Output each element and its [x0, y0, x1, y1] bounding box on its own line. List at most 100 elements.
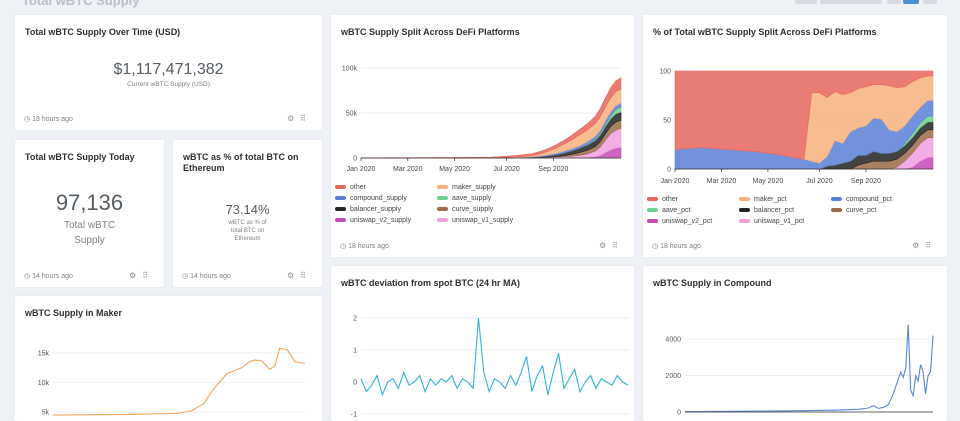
- legend-label: maker_pct: [754, 196, 787, 203]
- legend-item[interactable]: maker_pct: [739, 196, 787, 203]
- toolbar-button[interactable]: [923, 0, 937, 4]
- card-actions: ⚙⠿: [129, 271, 154, 280]
- legend-item[interactable]: uniswap_v2_pct: [647, 218, 712, 225]
- x-tick-label: Mar 2020: [393, 166, 423, 173]
- legend-label: compound_pct: [846, 196, 892, 203]
- legend-item[interactable]: uniswap_v2_supply: [335, 217, 411, 224]
- updated-timestamp: ◷ 18 hours ago: [24, 116, 73, 123]
- legend-item[interactable]: uniswap_v1_pct: [739, 218, 804, 225]
- legend-item[interactable]: compound_pct: [831, 196, 892, 203]
- card-title: wBTC Supply in Maker: [25, 308, 123, 318]
- y-tick-label: 2000: [665, 373, 681, 380]
- counter-label: Total wBTC: [63, 220, 116, 231]
- y-tick-label: 0: [667, 167, 671, 174]
- legend-label: uniswap_v2_supply: [350, 217, 412, 224]
- legend-label: other: [350, 184, 366, 191]
- legend-item[interactable]: other: [647, 196, 678, 203]
- chart-legend: other maker_supply compound_supply aave_sup…: [331, 184, 634, 229]
- legend-label: balancer_supply: [350, 206, 401, 213]
- y-tick-label: 100: [659, 69, 671, 76]
- compound-line-chart: 0 2000 4000: [665, 324, 934, 417]
- legend-swatch: [335, 207, 346, 212]
- y-tick-label: 1: [353, 348, 357, 355]
- y-tick-label: 0: [353, 156, 357, 163]
- updated-timestamp: ◷ 18 hours ago: [652, 243, 701, 250]
- x-tick-label: Jul 2020: [493, 166, 520, 173]
- y-tick-label: 100k: [342, 66, 358, 73]
- expand-icon[interactable]: ⠿: [925, 241, 937, 250]
- expand-icon[interactable]: ⠿: [300, 271, 312, 280]
- legend-item[interactable]: other: [335, 184, 366, 191]
- toolbar-button[interactable]: [820, 0, 882, 4]
- legend-swatch: [335, 196, 346, 201]
- toolbar-button-active[interactable]: [903, 0, 919, 4]
- legend-item[interactable]: aave_pct: [647, 207, 690, 214]
- expand-icon[interactable]: ⠿: [300, 114, 312, 123]
- legend-item[interactable]: balancer_supply: [335, 206, 401, 213]
- chart-legend: other maker_pct compound_pct aave_pct balanc…: [643, 196, 947, 236]
- clock-icon: ◷: [182, 273, 191, 280]
- expand-icon[interactable]: ⠿: [142, 271, 154, 280]
- counter-value: $1,117,471,382: [113, 61, 224, 78]
- gear-icon[interactable]: ⚙: [286, 271, 301, 280]
- legend-label: balancer_pct: [754, 207, 795, 214]
- gear-icon[interactable]: ⚙: [911, 241, 926, 250]
- y-tick-label: 4000: [665, 337, 681, 344]
- clock-icon: ◷: [24, 273, 33, 280]
- gear-icon[interactable]: ⚙: [598, 241, 613, 250]
- y-tick-label: 50k: [346, 111, 358, 118]
- y-tick-label: 0: [353, 380, 357, 387]
- legend-item[interactable]: compound_supply: [335, 195, 407, 202]
- card-supply-over-time: Total wBTC Supply Over Time (USD) $1,117…: [15, 15, 322, 130]
- card-title: Total wBTC Supply Over Time (USD): [25, 27, 181, 37]
- updated-timestamp: ◷ 18 hours ago: [340, 243, 389, 250]
- legend-swatch: [335, 185, 346, 190]
- x-tick-label: May 2020: [439, 166, 470, 173]
- legend-item[interactable]: curve_supply: [437, 206, 493, 213]
- x-tick-label: May 2020: [753, 178, 784, 185]
- x-tick-label: Jul 2020: [806, 178, 833, 185]
- y-tick-label: 50: [663, 118, 671, 125]
- legend-swatch: [739, 219, 750, 224]
- card-actions: ⚙⠿: [912, 241, 937, 250]
- legend-label: aave_supply: [452, 195, 492, 202]
- area-series-other: [360, 77, 622, 159]
- maker-line-chart: 5k 10k 15k: [38, 347, 306, 417]
- legend-swatch: [647, 197, 658, 202]
- legend-item[interactable]: maker_supply: [437, 184, 496, 191]
- card-title: wBTC Supply Split Across DeFi Platforms: [341, 27, 520, 37]
- legend-swatch: [739, 208, 750, 213]
- counter-value: 73.14%: [225, 202, 270, 217]
- x-tick-label: Sep 2020: [538, 166, 568, 173]
- legend-item[interactable]: uniswap_v1_supply: [437, 217, 513, 224]
- legend-swatch: [831, 208, 842, 213]
- legend-label: maker_supply: [452, 184, 496, 191]
- toolbar-button[interactable]: [795, 0, 817, 4]
- legend-label: aave_pct: [662, 207, 691, 214]
- dashboard-title: Total wBTC Supply: [22, 0, 140, 8]
- y-tick-label: -1: [351, 412, 357, 419]
- legend-label: curve_pct: [846, 207, 877, 214]
- counter-label: Current wBTC Supply (USD): [127, 81, 210, 88]
- toolbar-button[interactable]: [887, 0, 901, 4]
- dashboard-header: Total wBTC Supply: [0, 0, 960, 12]
- card-title: wBTC as % of total BTC on Ethereum: [183, 152, 299, 173]
- card-supply-today: Total wBTC Supply Today 97,136 Total wBT…: [15, 140, 164, 287]
- expand-icon[interactable]: ⠿: [612, 241, 624, 250]
- legend-label: uniswap_v2_pct: [662, 218, 713, 225]
- gear-icon[interactable]: ⚙: [286, 114, 301, 123]
- legend-item[interactable]: balancer_pct: [739, 207, 794, 214]
- gear-icon[interactable]: ⚙: [128, 271, 143, 280]
- counter-label: wBTC as % of: [228, 220, 267, 226]
- card-actions: ⚙⠿: [287, 271, 312, 280]
- y-tick-label: 0: [677, 410, 681, 417]
- clock-icon: ◷: [24, 116, 33, 123]
- legend-item[interactable]: aave_supply: [437, 195, 491, 202]
- card-title: wBTC Supply in Compound: [653, 278, 772, 288]
- card-maker: wBTC Supply in Maker 5k 10k 15k: [15, 296, 322, 421]
- card-title: wBTC deviation from spot BTC (24 hr MA): [341, 278, 521, 288]
- defi-split-area-chart: 0 50k 100k Jan 2020 Mar 2020 May 2020 Jul 2020…: [342, 66, 622, 173]
- card-defi-pct: % of Total wBTC Supply Split Across DeFi…: [643, 15, 947, 257]
- legend-item[interactable]: curve_pct: [831, 207, 876, 214]
- updated-timestamp: ◷ 14 hours ago: [24, 273, 73, 280]
